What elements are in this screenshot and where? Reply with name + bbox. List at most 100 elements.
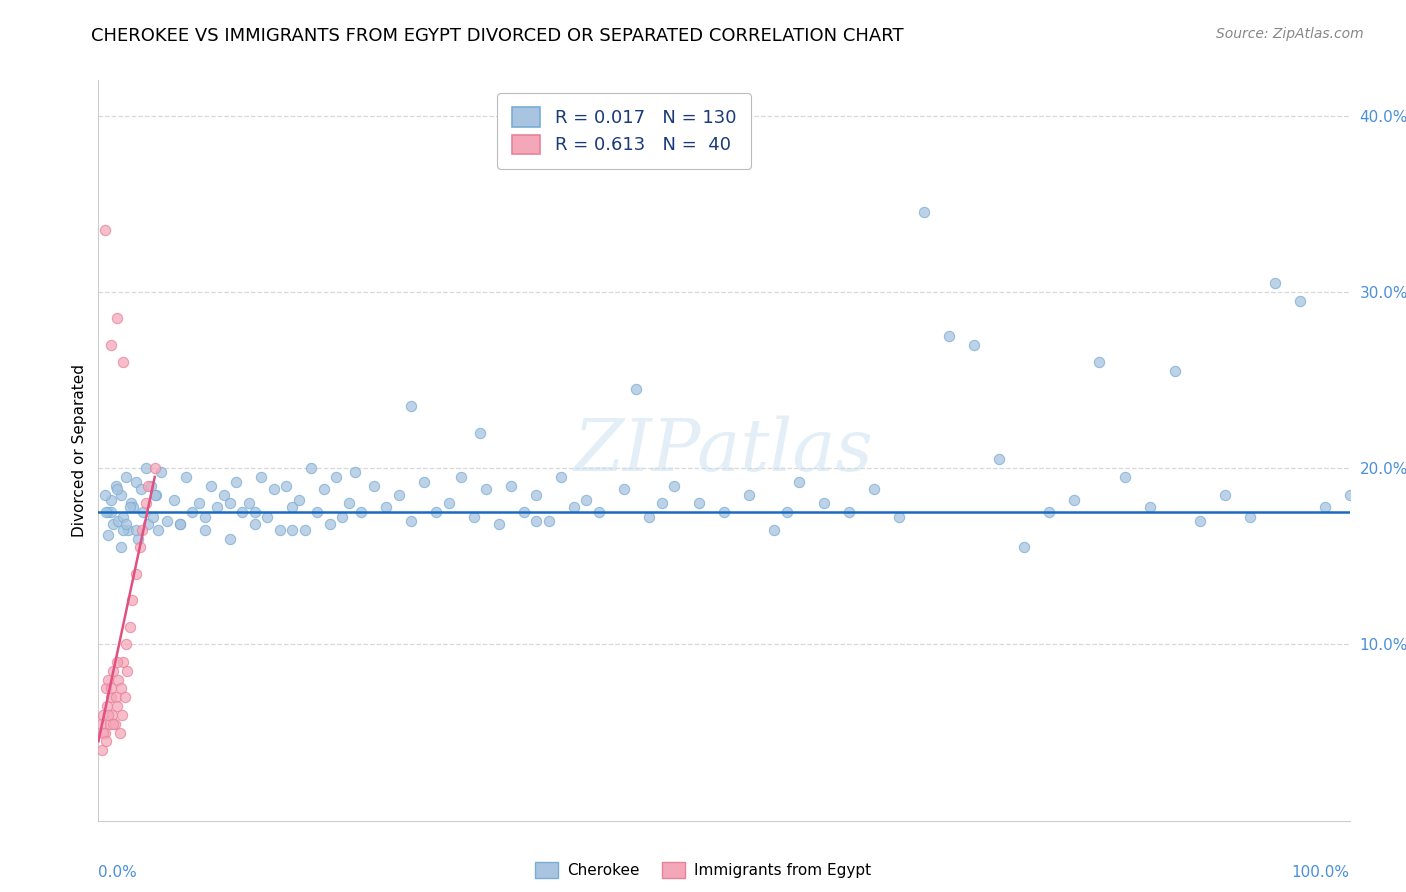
Point <box>129 482 152 496</box>
Point <box>93 487 115 501</box>
Point <box>401 514 423 528</box>
Point <box>100 337 122 351</box>
Point <box>463 510 485 524</box>
Point <box>488 517 510 532</box>
Point <box>1088 355 1111 369</box>
Point <box>122 500 145 514</box>
Legend: Cherokee, Immigrants from Egypt: Cherokee, Immigrants from Egypt <box>529 856 877 884</box>
Point <box>650 496 672 510</box>
Point <box>1163 364 1185 378</box>
Point <box>97 707 120 722</box>
Point <box>1114 470 1136 484</box>
Point <box>269 523 291 537</box>
Point <box>437 496 460 510</box>
Text: 100.0%: 100.0% <box>1292 865 1350 880</box>
Point <box>90 716 112 731</box>
Point <box>312 482 335 496</box>
Point <box>93 725 115 739</box>
Point <box>281 523 304 537</box>
Point <box>114 690 136 705</box>
Point <box>889 510 911 524</box>
Point <box>1313 500 1336 514</box>
Point <box>127 532 149 546</box>
Point <box>912 205 935 219</box>
Point <box>169 517 191 532</box>
Point <box>626 382 648 396</box>
Point <box>713 505 735 519</box>
Point <box>112 655 135 669</box>
Point <box>194 523 217 537</box>
Point <box>103 664 125 678</box>
Point <box>110 487 132 501</box>
Point <box>588 505 610 519</box>
Point <box>250 470 273 484</box>
Point <box>450 470 472 484</box>
Point <box>132 505 155 519</box>
Point <box>104 716 127 731</box>
Point <box>94 681 117 696</box>
Point <box>513 505 536 519</box>
Point <box>139 479 162 493</box>
Point <box>143 461 166 475</box>
Point <box>118 500 141 514</box>
Text: 0.0%: 0.0% <box>98 865 138 880</box>
Point <box>337 496 360 510</box>
Point <box>787 475 810 490</box>
Point <box>125 523 148 537</box>
Point <box>325 470 347 484</box>
Point <box>131 523 153 537</box>
Point <box>111 707 134 722</box>
Point <box>294 523 316 537</box>
Point <box>550 470 572 484</box>
Point <box>181 505 204 519</box>
Point <box>401 400 423 414</box>
Point <box>93 707 115 722</box>
Point <box>475 482 498 496</box>
Point <box>343 465 366 479</box>
Point <box>112 510 135 524</box>
Point <box>763 523 786 537</box>
Legend: R = 0.017   N = 130, R = 0.613   N =  40: R = 0.017 N = 130, R = 0.613 N = 40 <box>498 93 751 169</box>
Point <box>115 637 138 651</box>
Point <box>263 482 285 496</box>
Point <box>103 517 125 532</box>
Point <box>938 329 960 343</box>
Point <box>100 492 122 507</box>
Point <box>105 311 128 326</box>
Point <box>256 510 278 524</box>
Point <box>1063 492 1085 507</box>
Point <box>91 743 114 757</box>
Point <box>562 500 585 514</box>
Point <box>212 487 235 501</box>
Point <box>156 514 179 528</box>
Point <box>94 734 117 748</box>
Point <box>112 523 135 537</box>
Point <box>100 690 122 705</box>
Point <box>375 500 398 514</box>
Point <box>138 479 160 493</box>
Point <box>425 505 447 519</box>
Text: ZIPatlas: ZIPatlas <box>574 415 875 486</box>
Point <box>738 487 761 501</box>
Point <box>169 517 191 532</box>
Point <box>363 479 385 493</box>
Point <box>1239 510 1261 524</box>
Point <box>121 593 143 607</box>
Point <box>207 500 229 514</box>
Point <box>142 510 165 524</box>
Point <box>107 673 129 687</box>
Point <box>98 716 121 731</box>
Point <box>274 479 298 493</box>
Point <box>1339 487 1361 501</box>
Point <box>776 505 799 519</box>
Point <box>125 566 148 581</box>
Point <box>231 505 253 519</box>
Point <box>1014 541 1036 555</box>
Point <box>100 681 122 696</box>
Point <box>1188 514 1211 528</box>
Point <box>162 492 184 507</box>
Point <box>501 479 523 493</box>
Point <box>97 528 120 542</box>
Point <box>100 505 122 519</box>
Point <box>120 496 142 510</box>
